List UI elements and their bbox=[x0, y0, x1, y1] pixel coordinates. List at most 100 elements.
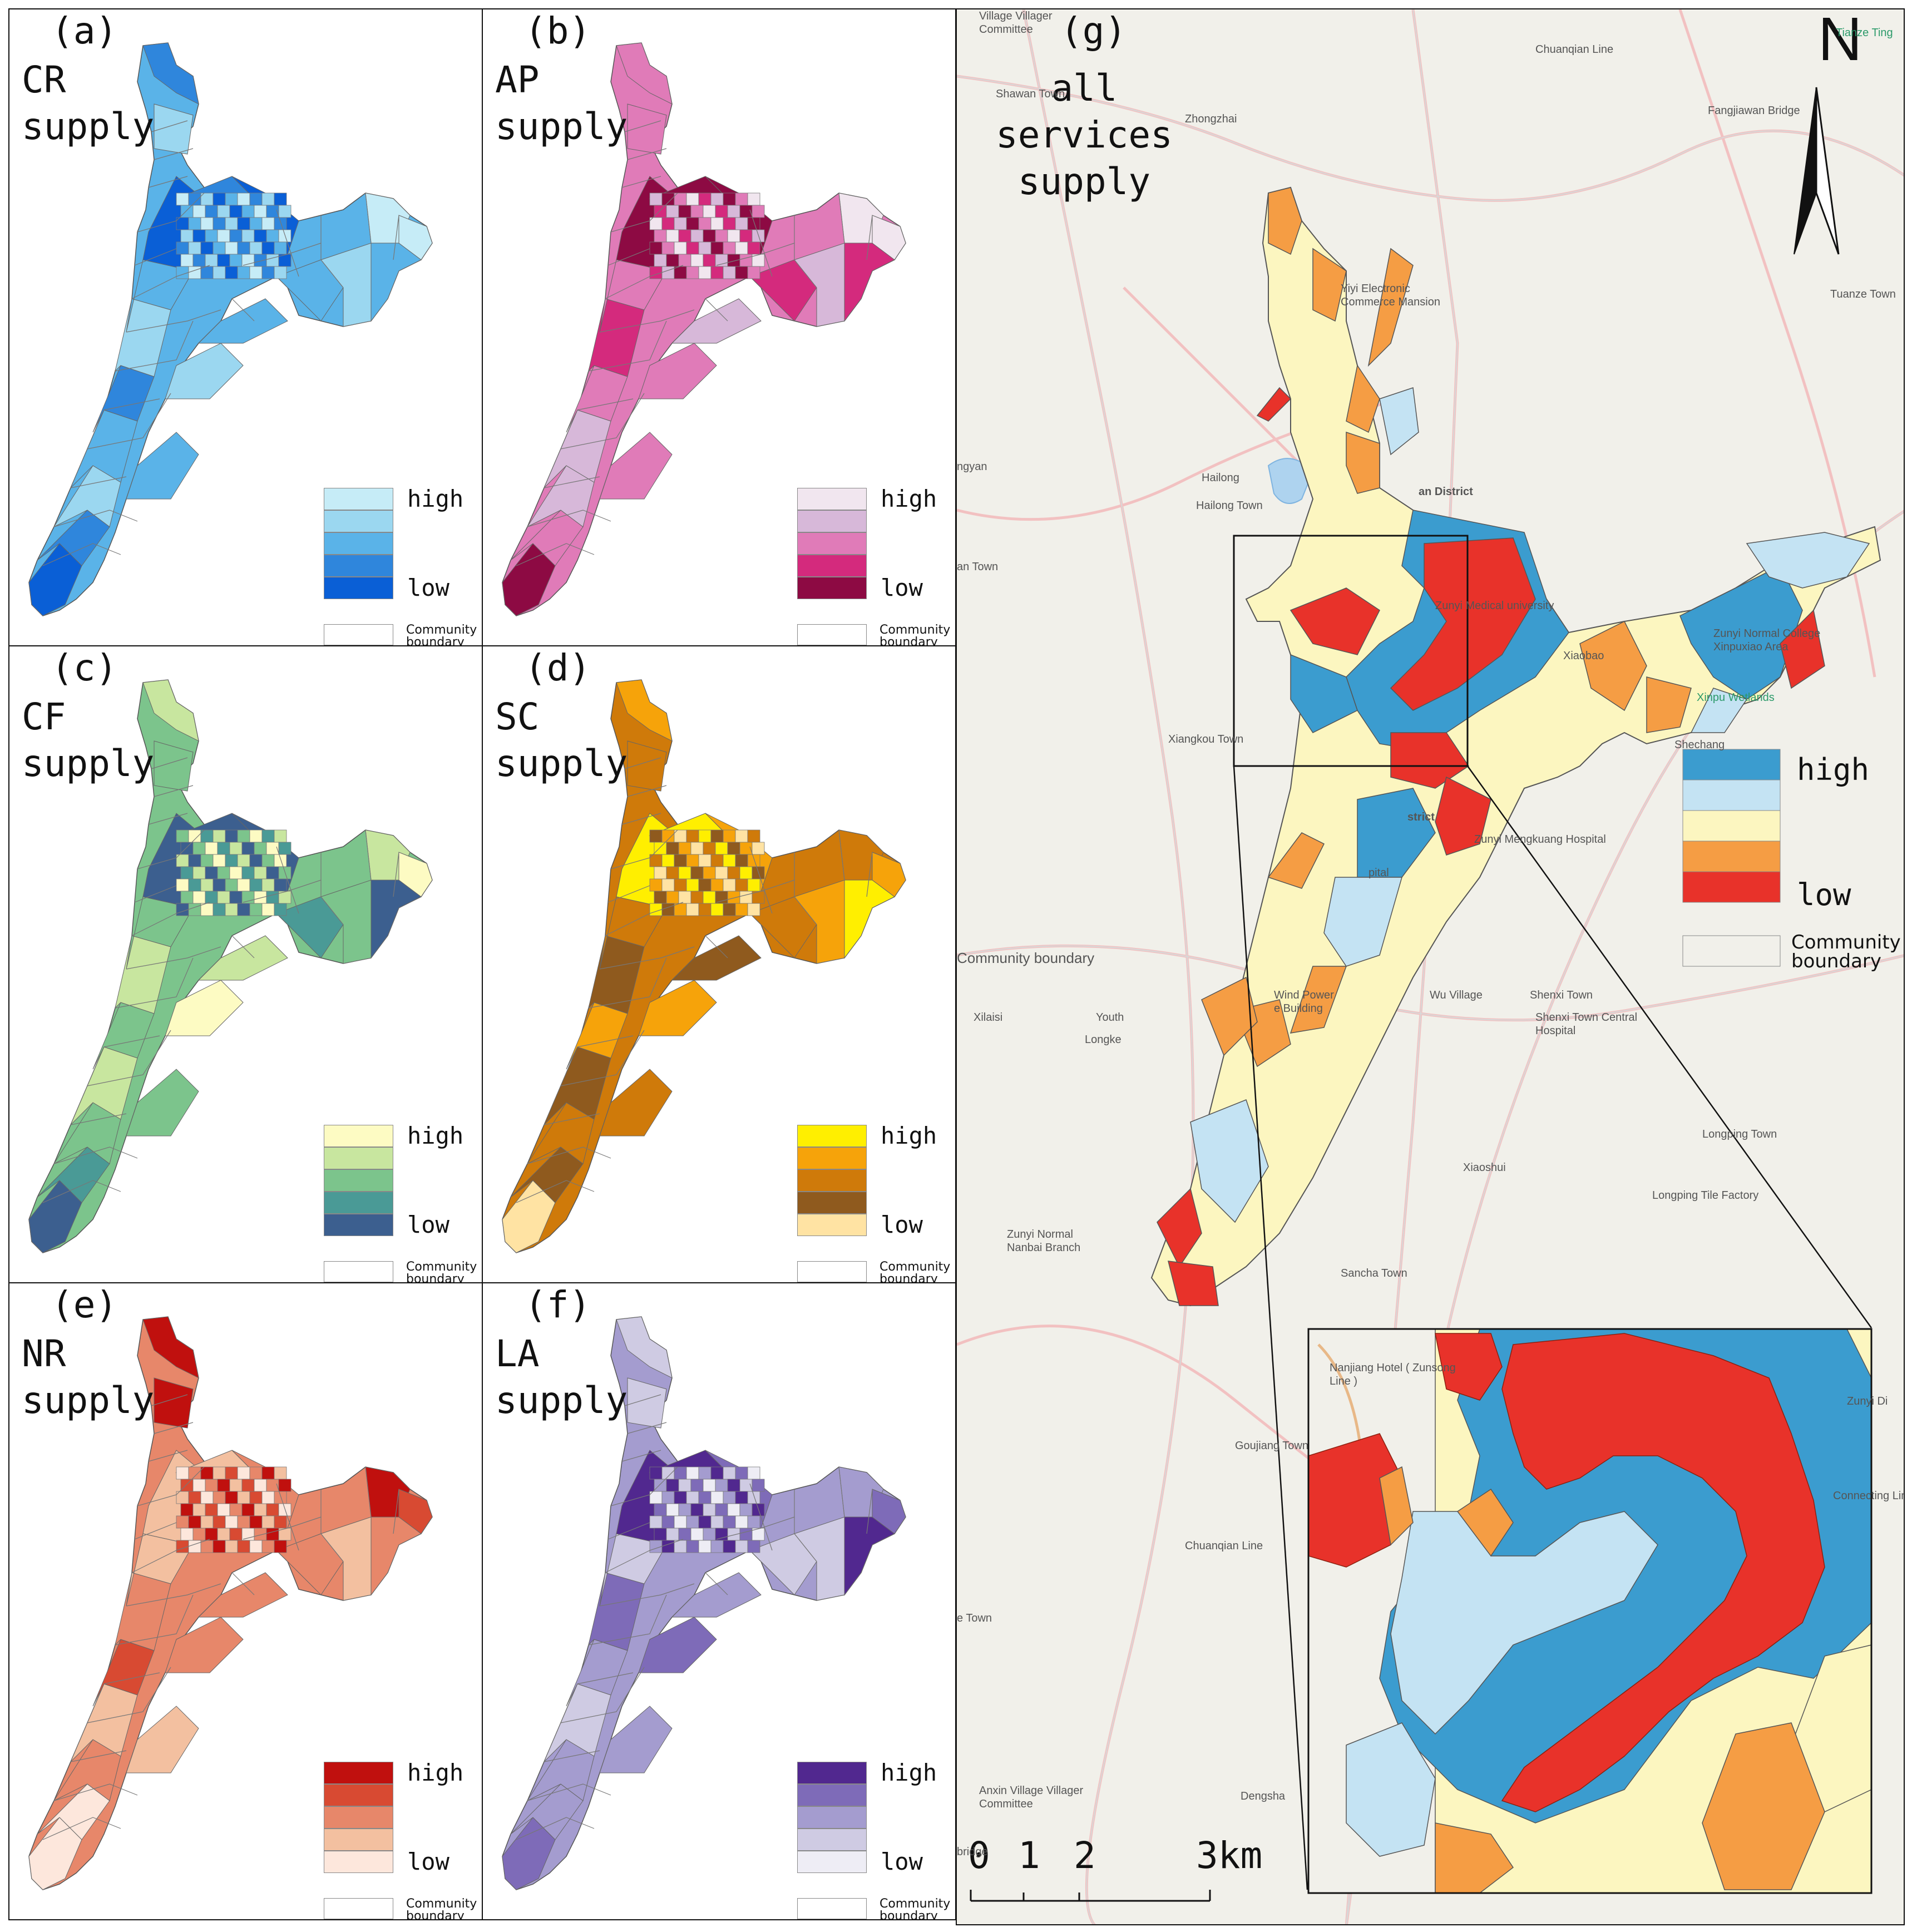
legend-boundary-label: Community boundary bbox=[880, 1260, 951, 1283]
urban-community bbox=[654, 842, 667, 855]
community-region-main bbox=[1679, 565, 1803, 700]
community-boundary-line bbox=[838, 829, 845, 881]
urban-community bbox=[249, 266, 263, 279]
urban-community bbox=[261, 1540, 275, 1553]
urban-community bbox=[690, 1528, 704, 1541]
urban-community bbox=[666, 891, 679, 904]
legend-swatch bbox=[324, 1214, 393, 1236]
community-boundary-line bbox=[154, 148, 194, 160]
community-boundary-line bbox=[276, 209, 299, 277]
basemap-label: Shechang bbox=[1674, 739, 1725, 751]
community-region bbox=[126, 1706, 199, 1773]
community-boundary-line bbox=[705, 1572, 728, 1595]
basemap-label: Longping Town bbox=[1702, 1128, 1777, 1140]
community-boundary-line bbox=[131, 265, 210, 299]
urban-community bbox=[715, 1479, 728, 1492]
legend-swatch bbox=[1682, 841, 1781, 872]
urban-community bbox=[241, 254, 255, 267]
basemap-label: Community boundary bbox=[957, 950, 1095, 966]
panel-label: (c) bbox=[51, 646, 118, 689]
urban-community bbox=[188, 1540, 201, 1553]
urban-community bbox=[176, 829, 189, 843]
urban-community bbox=[752, 842, 765, 855]
community-boundary-line bbox=[131, 902, 210, 936]
community-boundary-line bbox=[607, 885, 650, 903]
urban-community bbox=[727, 1528, 740, 1541]
urban-community bbox=[747, 1540, 760, 1553]
urban-community bbox=[739, 891, 753, 904]
urban-community bbox=[225, 1466, 238, 1480]
urban-community bbox=[180, 1528, 194, 1541]
urban-community bbox=[200, 241, 214, 255]
urban-community bbox=[180, 229, 194, 243]
community-region bbox=[566, 1639, 628, 1707]
community-boundary-line bbox=[527, 1783, 611, 1801]
urban-community bbox=[241, 1528, 255, 1541]
urban-community bbox=[192, 254, 206, 267]
urban-community bbox=[213, 1540, 226, 1553]
urban-community bbox=[666, 1479, 679, 1492]
urban-community bbox=[674, 903, 687, 916]
community-region bbox=[599, 432, 673, 500]
urban-community bbox=[723, 854, 736, 867]
community-boundary-line bbox=[87, 1030, 171, 1086]
community-boundary-line bbox=[276, 846, 299, 914]
panel-title: SC supply bbox=[495, 695, 628, 785]
community-boundary-line bbox=[610, 192, 678, 233]
urban-community bbox=[666, 842, 679, 855]
urban-community bbox=[217, 1503, 230, 1516]
community-boundary-line bbox=[627, 785, 667, 797]
urban-community bbox=[200, 266, 214, 279]
urban-community bbox=[261, 829, 275, 843]
urban-community bbox=[274, 903, 287, 916]
urban-community bbox=[237, 217, 250, 230]
urban-community bbox=[237, 241, 250, 255]
community-boundary-line bbox=[577, 398, 634, 411]
urban-community bbox=[690, 842, 704, 855]
legend-swatch bbox=[797, 555, 867, 577]
community-boundary-line bbox=[393, 215, 399, 260]
urban-community bbox=[735, 266, 748, 279]
legend-swatch bbox=[324, 1829, 393, 1851]
panel-d: (d) SC supply high low Community boundary bbox=[482, 645, 956, 1283]
community-boundary-line bbox=[131, 1539, 210, 1573]
urban-community bbox=[678, 891, 691, 904]
urban-community bbox=[225, 192, 238, 206]
community-boundary-line bbox=[87, 1667, 171, 1723]
community-boundary-line bbox=[103, 1035, 160, 1047]
community-boundary-line bbox=[605, 1539, 684, 1573]
community-boundary-line bbox=[866, 852, 873, 897]
urban-community bbox=[213, 903, 226, 916]
urban-community bbox=[176, 878, 189, 892]
urban-community bbox=[674, 1540, 687, 1553]
urban-community bbox=[654, 1503, 667, 1516]
legend-boundary-label: Community boundary bbox=[406, 623, 477, 646]
urban-community bbox=[266, 1528, 279, 1541]
community-boundary-line bbox=[624, 120, 661, 132]
urban-community bbox=[254, 1503, 267, 1516]
community-boundary-line bbox=[243, 879, 322, 903]
community-boundary-line bbox=[137, 192, 205, 233]
legend-boundary-swatch bbox=[324, 624, 393, 645]
community-boundary-line bbox=[151, 757, 188, 769]
urban-community bbox=[735, 878, 748, 892]
basemap-label: an Town bbox=[957, 561, 999, 573]
panel-label: (f) bbox=[525, 1283, 591, 1326]
urban-community bbox=[727, 891, 740, 904]
basemap-label: Connecting Line bbox=[1833, 1490, 1904, 1502]
urban-community bbox=[674, 1515, 687, 1529]
basemap-label: Youth bbox=[1096, 1011, 1124, 1024]
urban-community bbox=[249, 217, 263, 230]
urban-community bbox=[217, 1479, 230, 1492]
community-region bbox=[165, 343, 244, 399]
urban-community bbox=[649, 1540, 663, 1553]
community-boundary-line bbox=[154, 1422, 194, 1434]
legend-swatch bbox=[797, 1784, 867, 1806]
community-region bbox=[165, 1617, 244, 1673]
urban-community bbox=[278, 1503, 292, 1516]
community-boundary-line bbox=[749, 1483, 773, 1551]
urban-community bbox=[237, 903, 250, 916]
community-boundary-line bbox=[627, 148, 667, 160]
north-label: N bbox=[1818, 8, 1862, 73]
community-boundary-line bbox=[134, 1522, 177, 1540]
